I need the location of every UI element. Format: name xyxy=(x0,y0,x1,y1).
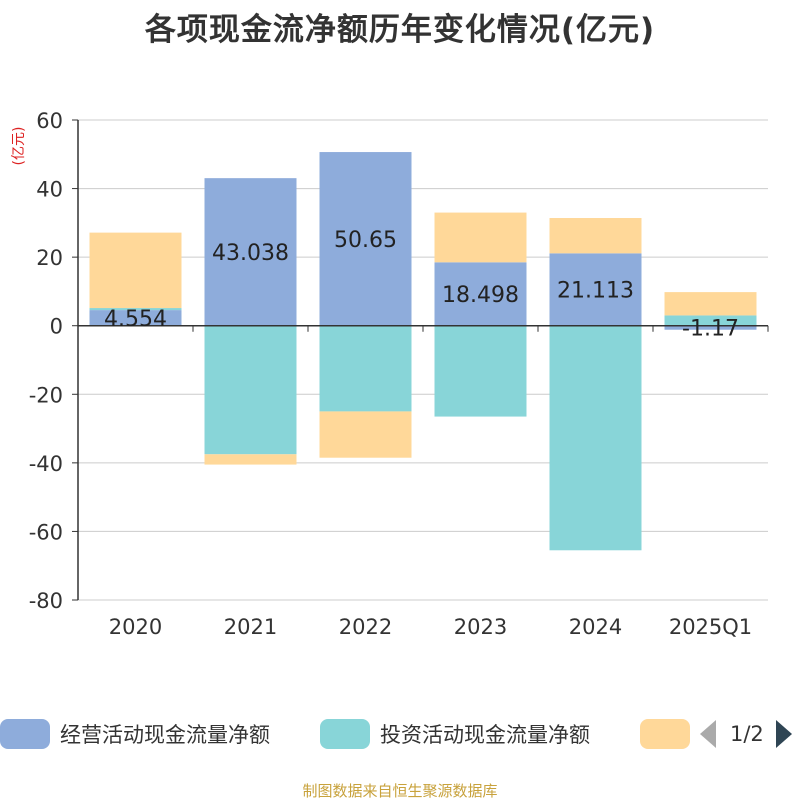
x-tick-label: 2022 xyxy=(339,615,392,639)
legend-swatch-investing xyxy=(320,719,370,749)
y-tick-label: -60 xyxy=(29,520,63,544)
x-tick-label: 2024 xyxy=(569,615,622,639)
bar-1-2022[interactable] xyxy=(319,325,412,412)
legend-swatch-operating xyxy=(0,719,50,749)
y-tick-label: -40 xyxy=(29,452,63,476)
legend-label-investing: 投资活动现金流量净额 xyxy=(380,723,590,747)
bar-1-2023[interactable] xyxy=(434,325,527,417)
bar-2-2021[interactable] xyxy=(204,454,297,465)
bar-2-2022[interactable] xyxy=(319,411,412,458)
bar-1-2021[interactable] xyxy=(204,325,297,455)
bar-1-2020[interactable] xyxy=(89,308,182,311)
bar-2-2023[interactable] xyxy=(434,212,527,263)
bar-1-2025Q1[interactable] xyxy=(664,315,757,326)
bar-0-2021[interactable] xyxy=(204,178,297,326)
y-tick-label: 60 xyxy=(36,109,63,133)
data-label: 50.65 xyxy=(334,228,397,253)
y-axis-title: (亿元) xyxy=(11,127,27,166)
data-label: 4.554 xyxy=(104,307,167,332)
legend-item-investing[interactable]: 投资活动现金流量净额 xyxy=(320,718,590,750)
y-tick-label: 20 xyxy=(36,246,63,270)
chart-plot: -80 -60 -40 -20 0 20 40 60 2020 2021 2022 2023 2024 2… xyxy=(11,109,769,639)
legend-label-operating: 经营活动现金流量净额 xyxy=(60,723,270,747)
legend-prev-page-icon[interactable] xyxy=(700,720,716,748)
source-note: 制图数据来自恒生聚源数据库 xyxy=(302,782,498,800)
bar-0-2022[interactable] xyxy=(319,152,412,326)
axes: -80 -60 -40 -20 0 20 40 60 2020 2021 2022 2023 2024 2… xyxy=(29,109,769,639)
bar-2-2025Q1[interactable] xyxy=(664,292,757,316)
y-tick-label: 40 xyxy=(36,178,63,202)
legend-page-indicator: 1/2 xyxy=(730,722,764,746)
legend-swatch-financing xyxy=(640,719,690,749)
x-tick-label: 2020 xyxy=(109,615,162,639)
x-tick-label: 2021 xyxy=(224,615,277,639)
bar-series xyxy=(89,152,757,551)
chart-title: 各项现金流净额历年变化情况(亿元) xyxy=(144,12,656,48)
legend-item-financing[interactable] xyxy=(640,718,700,750)
data-labels: 4.554 43.038 50.65 18.498 21.113 -1.17 xyxy=(104,228,739,342)
x-tick-label: 2025Q1 xyxy=(669,615,752,639)
bar-1-2024[interactable] xyxy=(549,325,642,551)
grid-lines xyxy=(78,119,768,601)
y-tick-label: -80 xyxy=(29,589,63,613)
bar-2-2024[interactable] xyxy=(549,218,642,254)
legend-item-operating[interactable]: 经营活动现金流量净额 xyxy=(0,718,270,750)
legend: 经营活动现金流量净额 投资活动现金流量净额 1/2 xyxy=(0,718,800,754)
y-tick-label: -20 xyxy=(29,383,63,407)
data-label: 18.498 xyxy=(442,283,519,308)
legend-next-page-icon[interactable] xyxy=(775,720,792,748)
legend-pager: 1/2 xyxy=(700,718,792,750)
data-label: -1.17 xyxy=(682,317,739,342)
y-tick-label: 0 xyxy=(50,315,63,339)
data-label: 43.038 xyxy=(212,241,289,266)
bar-2-2020[interactable] xyxy=(89,232,182,309)
data-label: 21.113 xyxy=(557,279,634,304)
x-tick-label: 2023 xyxy=(454,615,507,639)
bar-0-2025Q1[interactable] xyxy=(664,325,757,330)
bar-0-2023[interactable] xyxy=(434,262,527,326)
bar-0-2024[interactable] xyxy=(549,253,642,326)
bar-0-2020[interactable] xyxy=(89,310,182,326)
